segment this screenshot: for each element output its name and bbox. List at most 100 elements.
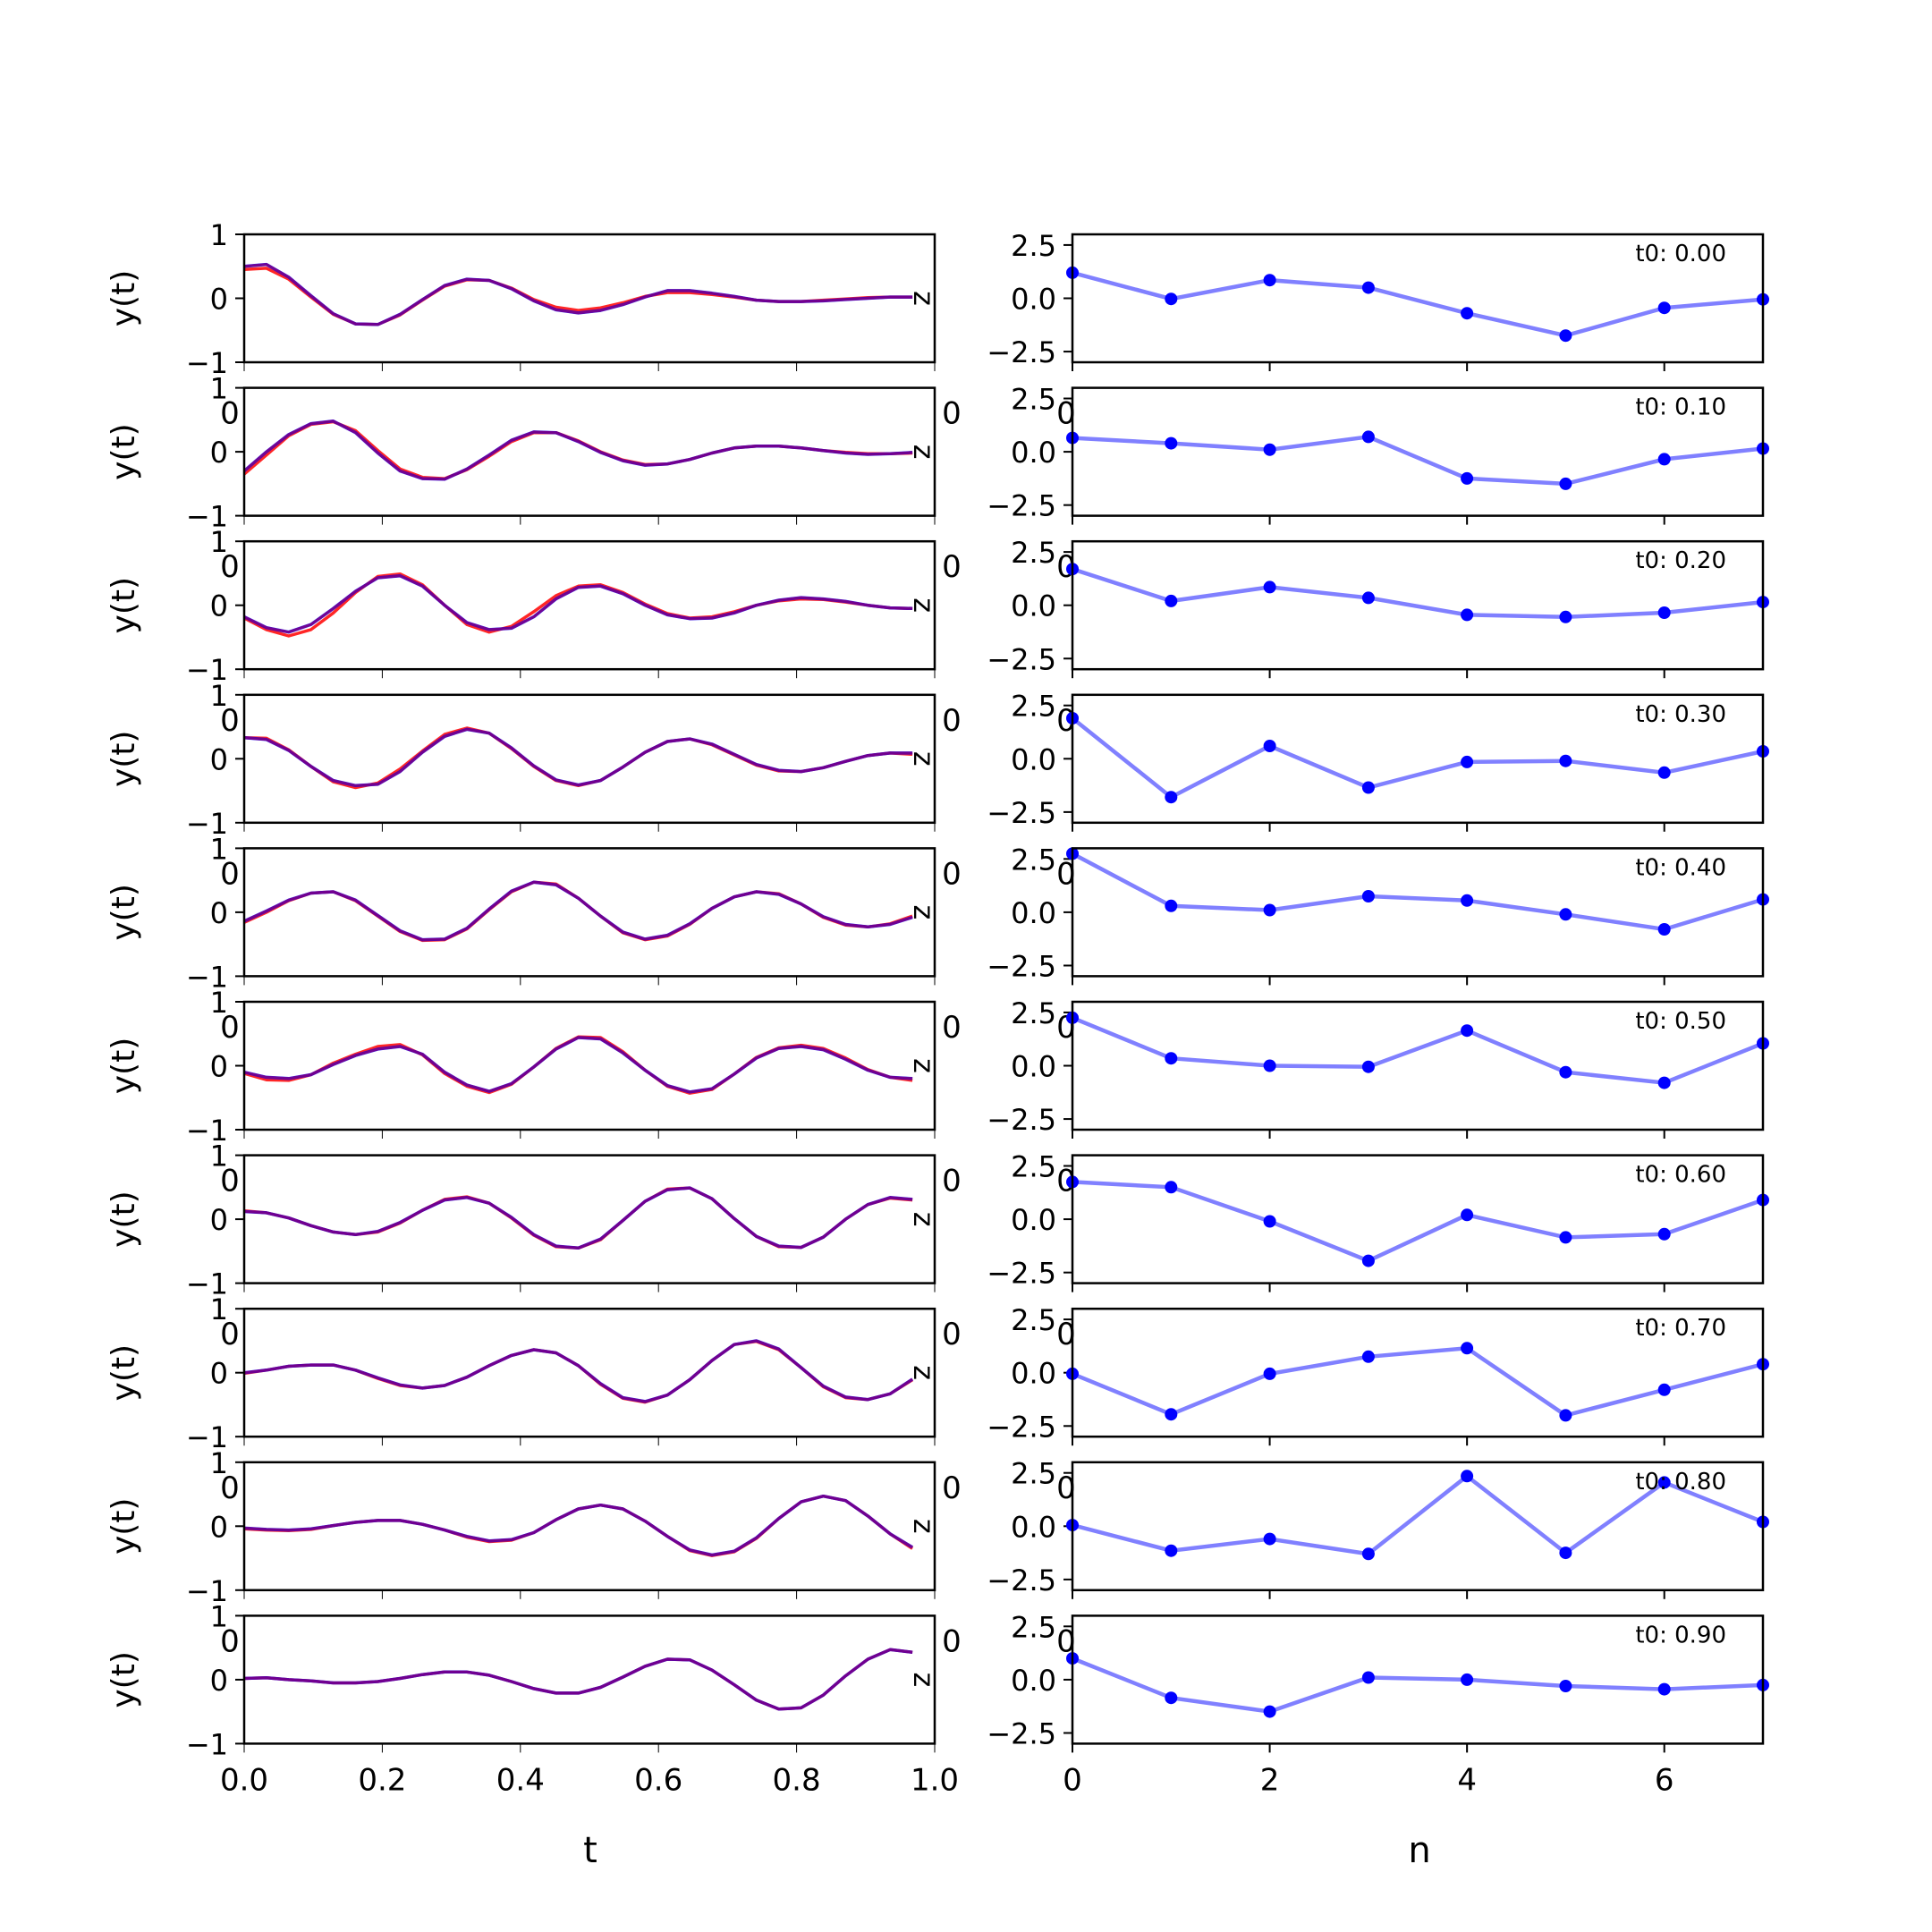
right-y-tick-label: 0.0 [1011, 589, 1056, 623]
coefficient-line [1072, 1180, 1764, 1264]
right-y-tick-label: 0.0 [1011, 1357, 1056, 1391]
right-subplot-4: 0 02.50.0−2.5t0: 0.40 [942, 843, 1769, 986]
left-y-tick-label: 1 [210, 1140, 228, 1174]
coefficient-point [1165, 899, 1178, 912]
side-z-label: z [907, 1673, 941, 1688]
right-y-tick-label: −2.5 [987, 949, 1056, 983]
right-x-tick-label: 2 [1260, 1762, 1280, 1798]
left-y-axis-label: y(t) [106, 1651, 142, 1708]
coefficient-point [1361, 1350, 1375, 1363]
coefficient-line [1072, 1015, 1764, 1085]
t0-annotation: t0: 0.60 [1635, 1162, 1726, 1189]
left-overlap-tick-label: 0 [220, 856, 240, 892]
left-y-axis-label: y(t) [106, 423, 142, 480]
left-y-axis-label: y(t) [106, 731, 142, 788]
side-z-label: z [907, 597, 941, 613]
right-subplot-0: 2.5 0.0 −2.5 t0: 0.00 [987, 229, 1769, 371]
right-overlap-tick-label: 0 [942, 703, 962, 739]
right-x-axis-label: n [1408, 1830, 1430, 1871]
coefficient-line [1072, 1345, 1764, 1418]
coefficient-point [1461, 894, 1474, 907]
coefficient-point [1263, 903, 1276, 917]
left-y-tick-label: 0 [210, 1664, 228, 1698]
coefficient-point [1461, 1470, 1474, 1483]
coefficient-point [1461, 608, 1474, 622]
left-y-tick-label: −1 [186, 960, 228, 994]
coefficient-point [1559, 329, 1572, 343]
right-y-tick-label: 0.0 [1011, 1510, 1056, 1544]
t0-annotation: t0: 0.70 [1635, 1315, 1726, 1342]
right-axes-frame [1071, 1461, 1765, 1592]
left-y-axis-label: y(t) [106, 270, 142, 327]
left-y-tick-label: 1 [210, 832, 228, 866]
left-x-tick-label: 0.0 [220, 1762, 268, 1798]
right-subplot-7: 0 02.50.0−2.5t0: 0.70 [942, 1303, 1769, 1446]
overlap-series-line [243, 263, 913, 326]
coefficient-point [1461, 1342, 1474, 1355]
right-axes-frame [1071, 693, 1765, 825]
right-overlap-tick-label: 0 [1056, 703, 1076, 739]
left-x-tick-label: 1.0 [911, 1762, 959, 1798]
t0-annotation: t0: 0.00 [1635, 241, 1726, 267]
left-overlap-tick-label: 0 [220, 1623, 240, 1659]
overlap-series-line [243, 1036, 913, 1094]
t0-annotation: t0: 0.30 [1635, 701, 1726, 728]
right-axes-frame [1071, 847, 1765, 978]
left-overlap-tick-label: 0 [220, 396, 240, 432]
left-y-tick-label: 1 [210, 1446, 228, 1480]
coefficient-point [1263, 580, 1276, 594]
left-y-tick-label: −1 [186, 1727, 228, 1761]
coefficient-point [1559, 477, 1572, 490]
coefficient-point [1559, 754, 1572, 767]
right-y-tick-label: 0.0 [1011, 1050, 1056, 1084]
left-axes-frame [242, 1000, 936, 1131]
coefficient-line [1072, 1657, 1764, 1714]
left-y-tick-label: 0 [210, 283, 228, 317]
coefficient-point [1361, 281, 1375, 294]
right-y-tick-label: 0.0 [1011, 742, 1056, 776]
right-subplot-3: 0 02.50.0−2.5t0: 0.30 [942, 690, 1769, 832]
side-z-label: z [907, 445, 941, 460]
right-y-tick-label: 2.5 [1011, 1150, 1056, 1184]
left-y-tick-label: −1 [186, 500, 228, 534]
right-overlap-tick-label: 0 [1056, 549, 1076, 585]
left-y-tick-label: 0 [210, 436, 228, 470]
right-y-tick-label: 2.5 [1011, 383, 1056, 417]
coefficient-point [1165, 1691, 1178, 1705]
t0-annotation: t0: 0.20 [1635, 547, 1726, 574]
left-axes-frame [242, 693, 936, 825]
right-y-tick-label: −2.5 [987, 1257, 1056, 1291]
coefficient-line [1072, 567, 1764, 620]
coefficient-point [1657, 1227, 1671, 1241]
left-overlap-tick-label: 0 [220, 1010, 240, 1046]
coefficient-point [1559, 908, 1572, 921]
left-y-tick-label: 1 [210, 372, 228, 406]
left-y-tick-label: 0 [210, 742, 228, 776]
right-y-tick-label: 2.5 [1011, 536, 1056, 570]
coefficient-point [1361, 1671, 1375, 1684]
coefficient-point [1461, 307, 1474, 320]
coefficient-point [1263, 443, 1276, 456]
left-y-tick-label: −1 [186, 1420, 228, 1454]
coefficient-line [1071, 852, 1764, 932]
right-y-tick-label: 2.5 [1011, 229, 1056, 263]
coefficient-point [1263, 1532, 1276, 1546]
right-overlap-tick-label: 0 [1056, 856, 1076, 892]
left-subplot-0: −1 0 1 y(t) z [106, 218, 941, 380]
side-z-label: z [907, 1365, 941, 1380]
side-z-label: z [907, 1519, 941, 1534]
t0-annotation: t0: 0.90 [1635, 1622, 1726, 1648]
left-overlap-tick-label: 0 [220, 549, 240, 585]
right-y-tick-label: −2.5 [987, 642, 1056, 676]
right-y-tick-label: −2.5 [987, 1103, 1056, 1137]
left-y-tick-label: −1 [186, 346, 228, 380]
left-y-axis-label: y(t) [106, 1191, 142, 1248]
coefficient-point [1263, 1215, 1276, 1228]
right-overlap-tick-label: 0 [942, 856, 962, 892]
right-subplot-5: 0 02.50.0−2.5t0: 0.50 [942, 996, 1769, 1139]
